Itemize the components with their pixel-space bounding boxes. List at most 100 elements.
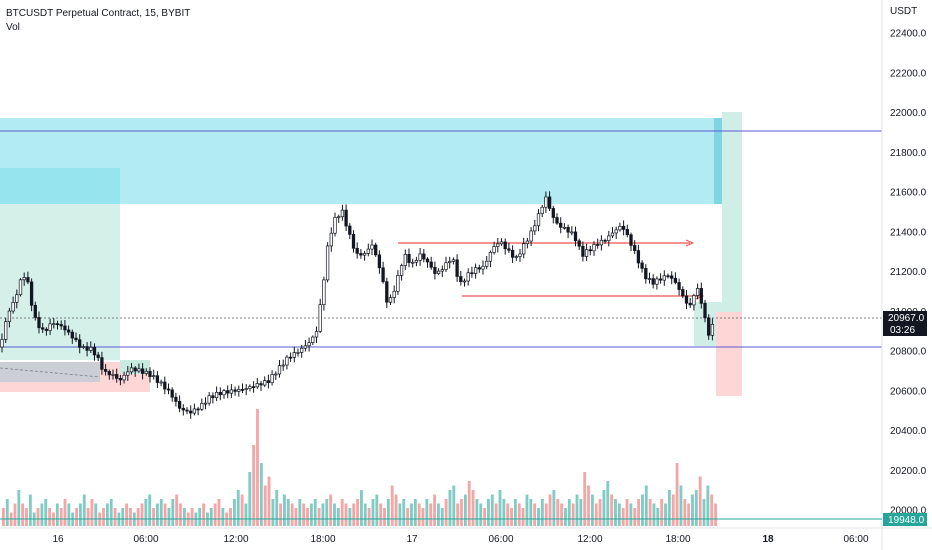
- candle-body: [300, 347, 304, 353]
- candle-body: [33, 304, 37, 318]
- volume-bar: [386, 499, 390, 526]
- candle-body: [244, 388, 248, 390]
- volume-bar: [560, 503, 564, 526]
- volume-tag[interactable]: [883, 513, 927, 526]
- volume-bar: [410, 503, 413, 526]
- candle-body: [488, 252, 493, 262]
- price-tick-label: 20200.0: [890, 466, 927, 477]
- candle-body: [26, 277, 30, 283]
- last-price-tag[interactable]: [883, 311, 927, 336]
- volume-bar: [637, 499, 641, 526]
- candle-body: [255, 383, 259, 388]
- volume-bar: [63, 499, 67, 526]
- volume-bar: [413, 499, 417, 526]
- price-tick-label: 22400.0: [890, 29, 927, 40]
- candle-body: [211, 395, 215, 399]
- candle-body: [551, 208, 555, 218]
- candle-body: [322, 279, 326, 306]
- candle-body: [496, 243, 500, 247]
- volume-bar: [710, 494, 714, 526]
- candle-body: [185, 409, 189, 412]
- volume-bar: [209, 508, 213, 526]
- volume-bar: [452, 485, 456, 526]
- candle-body: [337, 216, 341, 219]
- candle-body: [610, 232, 615, 237]
- candle-body: [85, 346, 89, 351]
- volume-bar: [13, 503, 17, 526]
- candle-body: [152, 375, 156, 378]
- time-tick-label: 06:00: [488, 534, 513, 545]
- candle-body: [248, 386, 252, 389]
- time-tick-label: 12:00: [577, 534, 602, 545]
- volume-bar: [144, 499, 148, 526]
- volume-bar: [140, 503, 144, 526]
- candle-body: [348, 225, 352, 235]
- volume-bar: [271, 499, 275, 526]
- volume-bar: [706, 485, 710, 526]
- volume-tag-value: 19948.0: [888, 515, 925, 526]
- candle-body: [688, 302, 692, 306]
- volume-bar: [86, 508, 90, 526]
- volume-bar: [2, 508, 5, 526]
- candle-body: [603, 239, 607, 242]
- volume-bar: [602, 490, 606, 526]
- candle-body: [522, 243, 526, 255]
- small-blue-box: [714, 118, 722, 204]
- candle-body: [388, 297, 393, 303]
- candle-body: [314, 331, 319, 338]
- candle-body: [684, 295, 689, 304]
- candle-body: [240, 389, 245, 391]
- volume-bars: [2, 409, 717, 526]
- candle-body: [311, 336, 315, 343]
- candle-body: [429, 261, 433, 268]
- candle-body: [440, 269, 444, 272]
- candle-body: [514, 256, 518, 258]
- volume-bar: [375, 494, 379, 526]
- candle-body: [444, 262, 448, 270]
- chart-title: BTCUSDT Perpetual Contract, 15, BYBIT: [6, 8, 191, 19]
- volume-bar: [344, 503, 348, 526]
- time-tick-label: 18: [762, 534, 774, 545]
- volume-bar: [433, 494, 436, 526]
- volume-bar: [179, 503, 182, 526]
- candle-body: [159, 381, 163, 384]
- volume-bar: [306, 508, 309, 526]
- volume-bar: [252, 445, 256, 526]
- left-red-zone: [0, 382, 150, 392]
- candle-body: [703, 302, 707, 319]
- volume-bar: [229, 508, 232, 526]
- volume-bar: [656, 508, 660, 526]
- candle-body: [536, 213, 541, 227]
- volume-bar: [510, 508, 513, 526]
- candle-body: [344, 209, 348, 227]
- volume-bar: [544, 503, 548, 526]
- volume-bar: [614, 499, 617, 526]
- volume-bar: [467, 481, 471, 526]
- volume-bar: [17, 490, 21, 526]
- candle-body: [529, 230, 533, 242]
- candle-body: [555, 217, 559, 224]
- volume-indicator-label[interactable]: Vol: [6, 22, 20, 33]
- price-tick-label: 20400.0: [890, 426, 927, 437]
- candle-body: [662, 275, 666, 281]
- candle-body: [473, 267, 478, 274]
- volume-bar: [714, 503, 717, 526]
- volume-bar: [136, 508, 140, 526]
- volume-bar: [240, 494, 244, 526]
- candle-body: [303, 345, 308, 349]
- volume-bar: [371, 499, 375, 526]
- volume-bar: [217, 499, 221, 526]
- volume-bar: [394, 494, 398, 526]
- volume-bar: [294, 508, 298, 526]
- candle-body: [7, 310, 12, 323]
- volume-bar: [652, 503, 656, 526]
- volume-bar: [352, 503, 356, 526]
- volume-bar: [333, 503, 336, 526]
- volume-bar: [167, 508, 171, 526]
- candle-body: [41, 327, 45, 330]
- left-gray-box: [0, 362, 102, 382]
- candle-body: [333, 217, 337, 234]
- volume-bar: [336, 508, 340, 526]
- candle-body: [192, 408, 197, 414]
